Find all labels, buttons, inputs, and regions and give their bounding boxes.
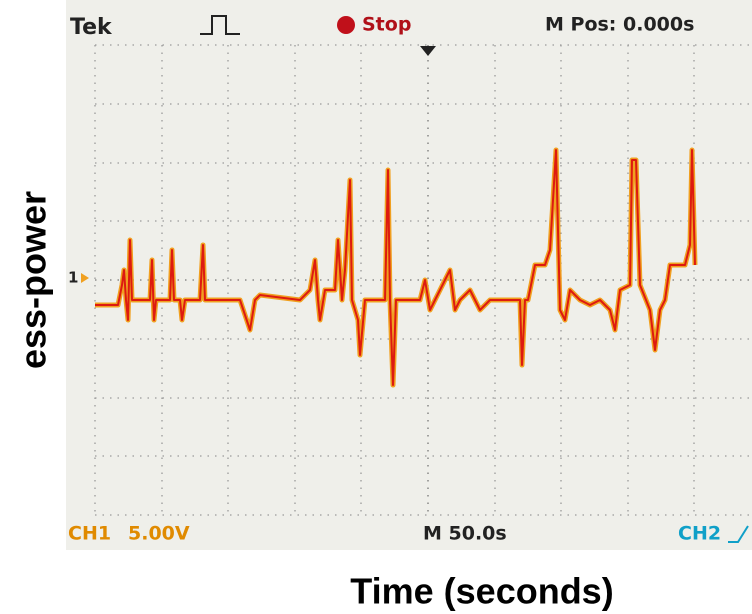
brand: Tek (70, 15, 113, 40)
channel2: CH2 (678, 523, 721, 545)
channel1: CH1 (68, 523, 111, 545)
channel-marker: 1 (68, 269, 78, 287)
timebase: M 50.0s (423, 523, 507, 545)
ch1-scale: 5.00V (128, 523, 190, 545)
position: M Pos: 0.000s (545, 14, 694, 36)
stop-icon (337, 16, 355, 34)
page: Tek Stop M Pos: 0.000s 1 CH1 5.00V M 50.… (0, 0, 752, 614)
y-axis-label: ess-power (13, 191, 54, 369)
x-axis-label: Time (seconds) (350, 571, 613, 612)
status: Stop (362, 14, 411, 36)
